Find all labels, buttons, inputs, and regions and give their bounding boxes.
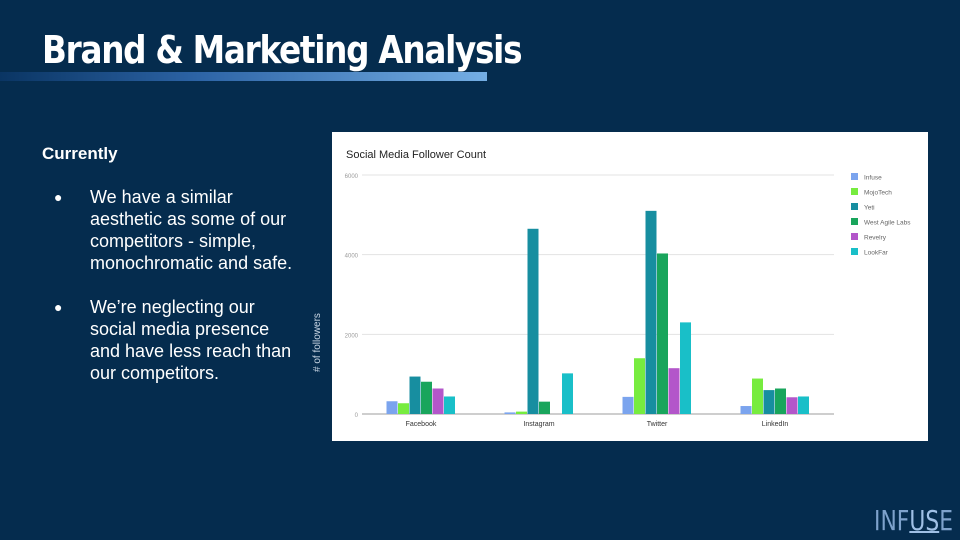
bar-lookfar-linkedin [798, 396, 809, 414]
bullet-text: We’re neglecting our social media presen… [90, 297, 292, 383]
section-subhead: Currently [42, 144, 118, 163]
bar-mojotech-linkedin [752, 378, 763, 414]
bar-west-agile-labs-linkedin [775, 388, 786, 414]
legend-label: Infuse [864, 175, 882, 182]
bar-lookfar-facebook [444, 396, 455, 414]
bar-lookfar-instagram [562, 373, 573, 414]
bullet-dot-icon: ● [54, 189, 63, 205]
follower-count-chart: Social Media Follower Count 0 2000 4000 600… [345, 149, 912, 428]
legend-swatch [851, 188, 858, 195]
y-tick-label: 6000 [345, 174, 359, 180]
legend-swatch [851, 218, 858, 225]
legend-swatch [851, 173, 858, 180]
x-tick-label: Twitter [647, 421, 668, 428]
slide-title: Brand & Marketing Analysis [42, 28, 523, 72]
legend-swatch [851, 203, 858, 210]
bullet-dot-icon: ● [54, 299, 63, 315]
y-tick-label: 0 [355, 413, 359, 419]
bar-infuse-linkedin [740, 406, 752, 414]
bullet-list: ● We have a similar aesthetic as some of… [54, 186, 304, 406]
legend-swatch [851, 233, 858, 240]
legend-label: MojoTech [864, 190, 892, 197]
y-tick-label: 2000 [345, 333, 359, 339]
logo-text-start: INF [874, 504, 910, 537]
title-underline-bar [0, 72, 487, 81]
bullet-text: We have a similar aesthetic as some of o… [90, 187, 293, 273]
bar-west-agile-labs-instagram [539, 401, 550, 414]
x-tick-label: Facebook [406, 421, 437, 428]
bar-revelry-twitter [668, 368, 680, 414]
bar-yeti-linkedin [763, 390, 775, 414]
bar-mojotech-twitter [634, 358, 645, 414]
legend-label: Revelry [864, 235, 887, 242]
y-axis-title: # of followers [312, 313, 323, 372]
chart-title: Social Media Follower Count [346, 149, 486, 161]
logo-text-end: E [939, 504, 954, 537]
legend-label: West Agile Labs [864, 220, 911, 227]
bar-infuse-facebook [386, 401, 398, 414]
bar-yeti-instagram [527, 228, 539, 414]
legend-label: LookFar [864, 250, 889, 257]
bullet-item: ● We have a similar aesthetic as some of… [54, 186, 304, 274]
x-tick-label: Instagram [523, 421, 554, 428]
bar-lookfar-twitter [680, 322, 691, 414]
infuse-logo: INFUSE [874, 504, 953, 537]
bar-west-agile-labs-facebook [421, 381, 432, 414]
bar-mojotech-facebook [398, 403, 409, 414]
legend-label: Yeti [864, 205, 875, 212]
bar-infuse-twitter [622, 396, 634, 414]
bar-yeti-facebook [409, 376, 421, 414]
x-tick-label: LinkedIn [762, 421, 789, 428]
bar-revelry-facebook [432, 388, 444, 414]
bar-west-agile-labs-twitter [657, 253, 668, 414]
y-tick-label: 4000 [345, 254, 359, 260]
logo-text-underlined: US [909, 504, 940, 537]
bar-infuse-instagram [504, 412, 516, 414]
bar-revelry-linkedin [786, 397, 798, 414]
chart-card: Social Media Follower Count 0 2000 4000 600… [332, 132, 928, 441]
legend-swatch [851, 248, 858, 255]
bar-yeti-twitter [645, 210, 657, 414]
bar-mojotech-instagram [516, 411, 527, 414]
bullet-item: ● We’re neglecting our social media pres… [54, 296, 304, 384]
